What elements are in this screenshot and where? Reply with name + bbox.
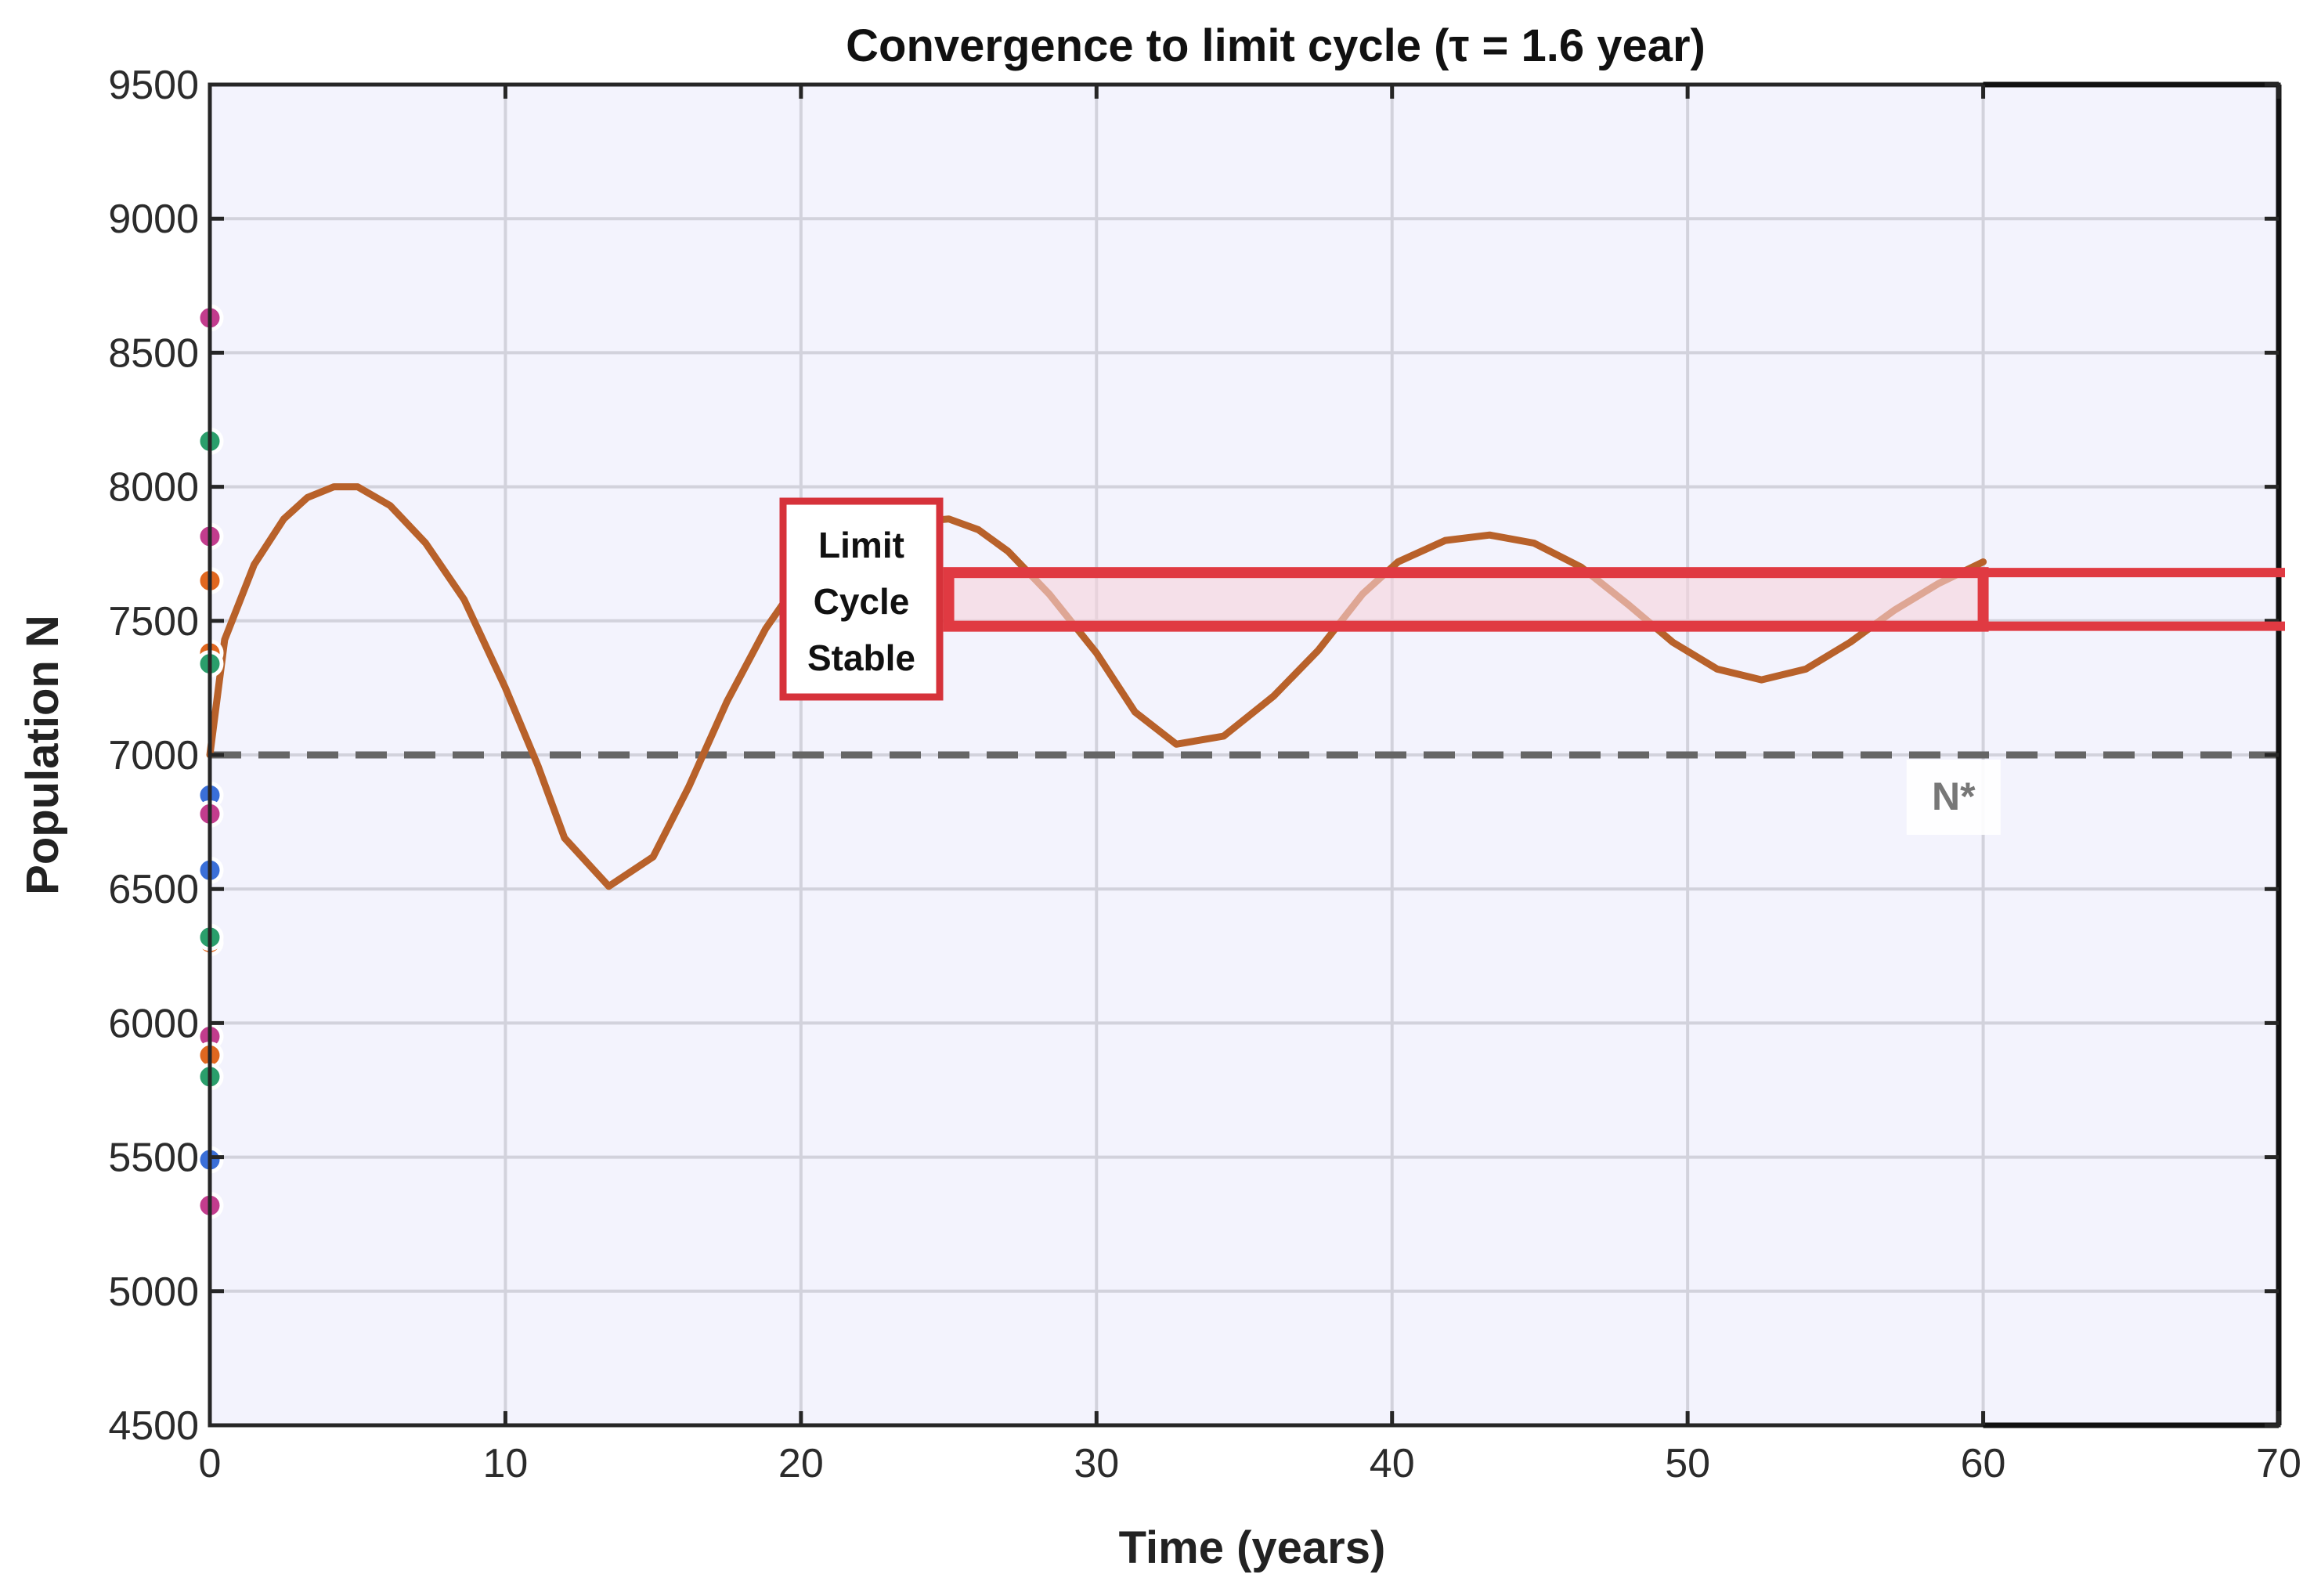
annotation-line: Stable xyxy=(807,637,915,678)
x-axis-label: Time (years) xyxy=(1119,1522,1386,1573)
y-tick-label: 6000 xyxy=(108,1001,199,1046)
axes-frame xyxy=(208,81,2282,1428)
annotation-box xyxy=(779,497,944,701)
x-tick-label: 50 xyxy=(1665,1441,1710,1486)
x-tick-label: 60 xyxy=(1961,1441,2006,1486)
reference-line-label: N* xyxy=(1932,775,1976,818)
y-axis-label: Population N xyxy=(17,615,68,895)
y-tick-label: 8000 xyxy=(108,465,199,511)
annotation-line: Limit xyxy=(818,525,904,565)
annotation-group: Limit Cycle Stable xyxy=(779,497,944,701)
limit-cycle-band-group xyxy=(943,567,2285,632)
y-tick-label: 8500 xyxy=(108,330,199,376)
y-tick-label: 7000 xyxy=(108,733,199,778)
limit-cycle-band xyxy=(943,567,1989,632)
y-tick-label: 7500 xyxy=(108,599,199,645)
y-tick-label: 5500 xyxy=(108,1136,199,1181)
x-tick-label: 30 xyxy=(1074,1441,1119,1486)
x-tick-label: 0 xyxy=(199,1441,222,1486)
x-tick-label: 70 xyxy=(2256,1441,2301,1486)
x-tick-label: 40 xyxy=(1370,1441,1415,1486)
tick-labels: 0 10 20 30 40 50 60 70 4500 5000 5500 6000 6500 7000 7… xyxy=(108,63,2301,1486)
annotation-line: Cycle xyxy=(814,581,910,622)
y-tick-label: 9000 xyxy=(108,197,199,242)
y-tick-label: 4500 xyxy=(108,1403,199,1449)
x-tick-label: 10 xyxy=(483,1441,529,1486)
reference-line-group: N* xyxy=(210,751,2279,835)
y-tick-label: 6500 xyxy=(108,867,199,912)
y-tick-label: 9500 xyxy=(108,63,199,108)
y-tick-label: 5000 xyxy=(108,1269,199,1315)
chart-title: Convergence to limit cycle (τ = 1.6 year… xyxy=(846,20,1706,71)
x-tick-label: 20 xyxy=(778,1441,824,1486)
reference-label-background xyxy=(1906,760,2001,835)
